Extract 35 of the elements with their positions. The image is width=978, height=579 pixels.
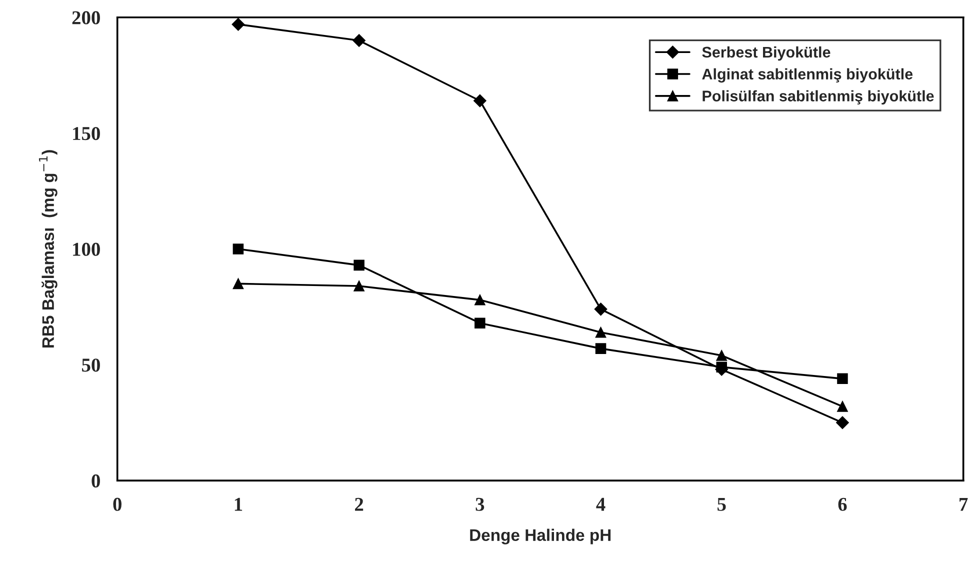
point bbox=[716, 350, 728, 361]
point bbox=[594, 302, 608, 316]
y-tick-label: 50 bbox=[82, 358, 100, 372]
legend-label: Serbest Biyokütle bbox=[702, 46, 830, 61]
x-axis-title: Denge Halinde pH bbox=[470, 528, 611, 544]
point bbox=[837, 373, 848, 384]
point bbox=[474, 318, 486, 328]
point bbox=[474, 294, 486, 306]
y-tick-label: 200 bbox=[72, 11, 100, 24]
x-tick-label: 3 bbox=[476, 498, 484, 511]
x-tick-label: 5 bbox=[718, 498, 726, 511]
y-tick-label: 150 bbox=[73, 126, 100, 140]
point bbox=[716, 362, 728, 372]
point bbox=[837, 401, 848, 412]
x-tick-label: 2 bbox=[355, 498, 364, 511]
point bbox=[354, 260, 364, 271]
point bbox=[232, 278, 244, 290]
x-tick-label: 0 bbox=[113, 498, 122, 511]
point bbox=[595, 343, 606, 354]
point bbox=[595, 326, 606, 338]
y-tick-label: 100 bbox=[73, 242, 100, 256]
x-tick-label: 4 bbox=[596, 498, 606, 511]
y-tick-label: 0 bbox=[92, 474, 100, 488]
y-axis-title: RB5 Bağlaması (mg g$^{−1}$) bbox=[38, 150, 58, 348]
point bbox=[836, 416, 849, 430]
point bbox=[352, 34, 366, 47]
point bbox=[232, 244, 244, 254]
point bbox=[354, 280, 364, 292]
x-tick-label: 7 bbox=[960, 498, 968, 511]
point bbox=[232, 18, 245, 31]
x-tick-label: 6 bbox=[838, 498, 847, 511]
legend-label: Alginat sabitlenmiş biyokütle bbox=[702, 68, 913, 83]
x-tick-label: 1 bbox=[234, 498, 242, 511]
point bbox=[474, 94, 486, 108]
legend-label: Polisülfan sabitlenmiş biyokütle bbox=[702, 90, 934, 104]
